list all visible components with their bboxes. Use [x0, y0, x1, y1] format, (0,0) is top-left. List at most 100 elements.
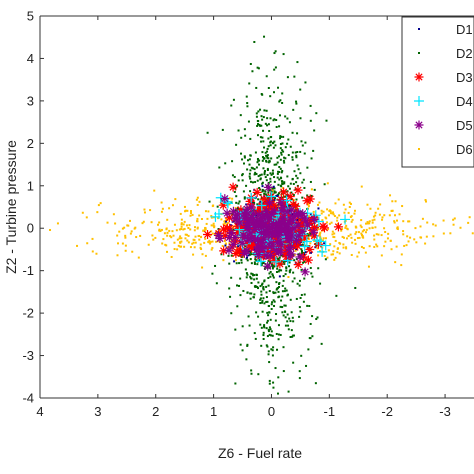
data-point-d6 [172, 234, 175, 237]
data-point-d5 [283, 219, 293, 229]
data-point-d3 [288, 241, 298, 251]
data-point-d2 [214, 264, 217, 267]
data-point-d5 [300, 267, 310, 277]
data-point-d6 [228, 211, 231, 214]
data-point-d2 [248, 163, 251, 166]
data-point-d2 [208, 200, 211, 203]
data-point-d2 [278, 256, 281, 259]
data-point-d2 [262, 338, 265, 341]
data-point-d2 [295, 156, 298, 159]
data-point-d2 [265, 109, 268, 112]
data-point-d2 [211, 272, 214, 275]
data-point-d6 [194, 235, 197, 238]
data-point-d2 [283, 156, 286, 159]
data-point-d2 [256, 263, 259, 266]
data-point-d6 [381, 216, 384, 219]
data-point-d6 [137, 256, 140, 259]
data-point-d6 [177, 244, 180, 247]
data-point-d6 [307, 233, 310, 236]
data-point-d2 [272, 386, 275, 389]
data-point-d6 [386, 237, 389, 240]
data-point-d2 [255, 112, 258, 115]
data-point-d6 [360, 245, 363, 248]
data-point-d6 [260, 199, 263, 202]
data-point-d2 [245, 184, 248, 187]
data-point-d6 [342, 246, 345, 249]
data-point-d1 [224, 244, 227, 247]
data-point-d6 [342, 203, 345, 206]
data-point-d6 [173, 241, 176, 244]
data-point-d5 [287, 215, 297, 225]
data-point-d2 [239, 277, 242, 280]
data-point-d5 [213, 230, 223, 240]
data-point-d6 [328, 210, 331, 213]
data-point-d6 [207, 240, 210, 243]
data-point-d6 [360, 232, 363, 235]
data-point-d2 [261, 118, 264, 121]
data-point-d2 [284, 324, 287, 327]
data-point-d2 [237, 129, 240, 132]
data-point-d2 [265, 75, 268, 78]
data-point-d2 [246, 273, 249, 276]
data-point-d2 [301, 250, 304, 253]
data-point-d2 [266, 150, 269, 153]
data-point-d5 [309, 214, 319, 224]
x-tick-label: 3 [94, 404, 101, 419]
data-point-d5 [247, 212, 257, 222]
data-point-d6 [360, 219, 363, 222]
data-point-d2 [271, 187, 274, 190]
data-point-d6 [345, 224, 348, 227]
data-point-d6 [176, 238, 179, 241]
data-point-d2 [230, 312, 233, 315]
data-point-d2 [296, 150, 299, 153]
legend-box [401, 16, 474, 168]
data-point-d2 [277, 170, 280, 173]
data-point-d2 [304, 141, 307, 144]
data-point-d2 [282, 261, 285, 264]
data-point-d2 [269, 172, 272, 175]
data-point-d5 [284, 225, 294, 235]
data-point-d2 [250, 262, 253, 265]
data-point-d2 [243, 197, 246, 200]
data-point-d6 [189, 228, 192, 231]
data-point-d2 [292, 182, 295, 185]
data-point-d5 [288, 212, 298, 222]
data-point-d2 [245, 257, 248, 260]
data-point-d5 [246, 215, 256, 225]
data-point-d2 [279, 147, 282, 150]
data-point-d2 [249, 137, 252, 140]
data-point-d6 [366, 222, 369, 225]
data-point-d2 [277, 324, 280, 327]
data-point-d2 [315, 112, 318, 115]
data-point-d2 [283, 161, 286, 164]
data-point-d2 [237, 284, 240, 287]
data-point-d6 [331, 233, 334, 236]
data-point-d6 [232, 226, 235, 229]
data-point-d2 [313, 129, 316, 132]
data-point-d3 [259, 194, 269, 204]
data-point-d2 [260, 115, 263, 118]
data-point-d2 [284, 115, 287, 118]
data-point-d2 [286, 293, 289, 296]
data-point-d2 [255, 166, 258, 169]
data-point-d6 [160, 228, 163, 231]
data-point-d6 [199, 246, 202, 249]
data-point-d6 [369, 207, 372, 210]
data-point-d6 [471, 232, 474, 235]
data-point-d2 [240, 136, 243, 139]
data-point-d2 [275, 332, 278, 335]
data-point-d2 [276, 156, 279, 159]
y-tick-label: -3 [22, 348, 34, 363]
data-point-d6 [453, 217, 456, 220]
data-point-d2 [239, 114, 242, 117]
data-point-d6 [235, 248, 238, 251]
data-point-d2 [291, 316, 294, 319]
data-point-d2 [261, 188, 264, 191]
data-point-d6 [316, 247, 319, 250]
data-point-d2 [236, 305, 239, 308]
data-point-d5 [278, 202, 288, 212]
data-point-d2 [245, 276, 248, 279]
data-point-d2 [281, 149, 284, 152]
data-point-d2 [273, 176, 276, 179]
data-point-d2 [324, 258, 327, 261]
